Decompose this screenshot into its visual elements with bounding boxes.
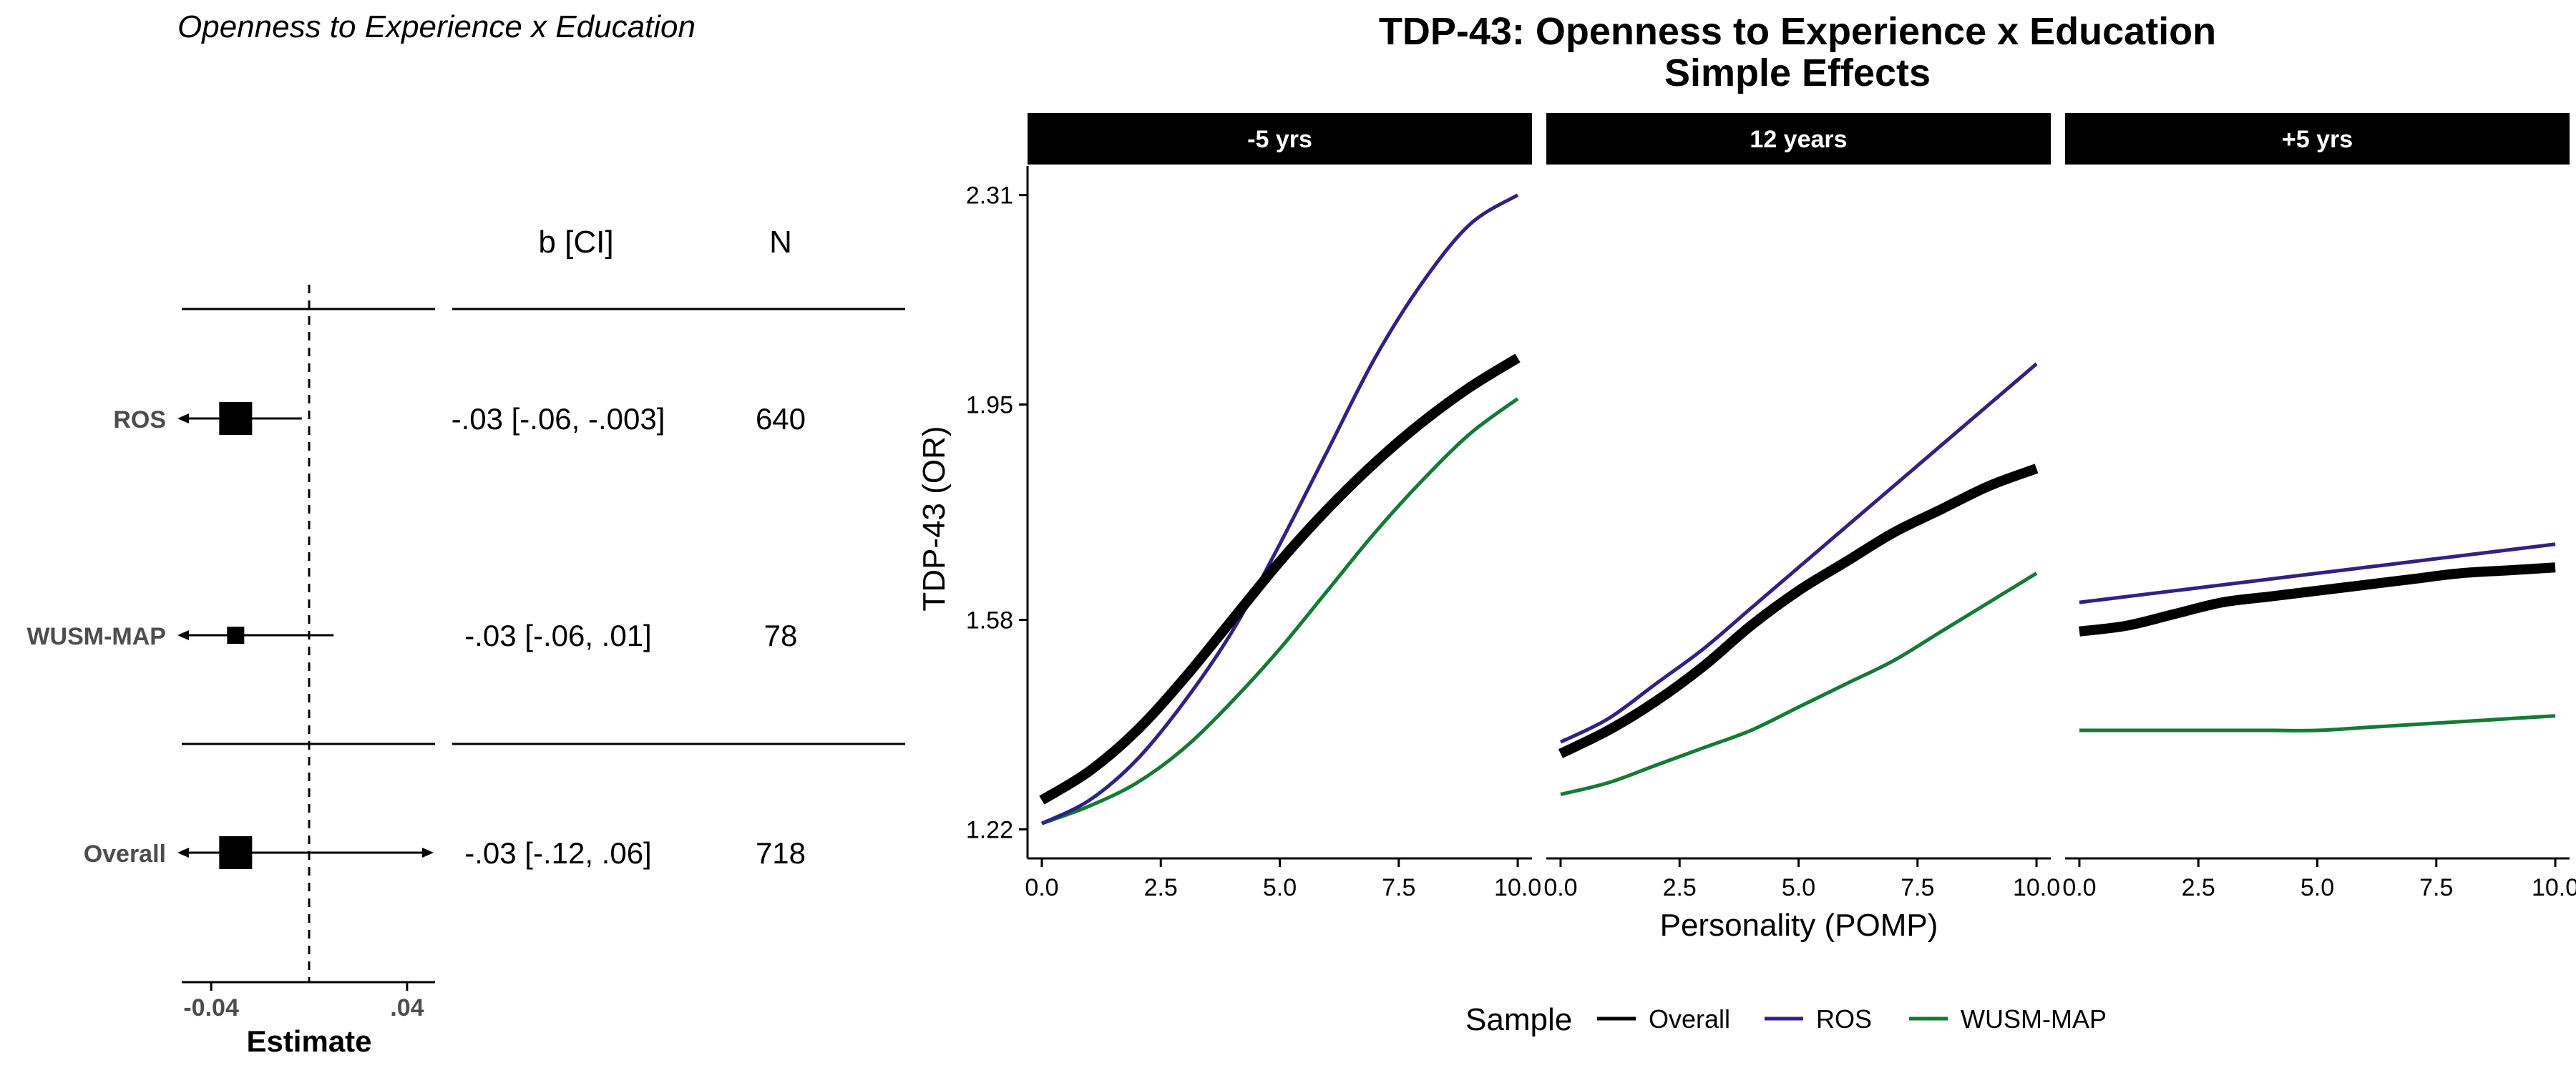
x-tick-label: 0.0 [1025, 874, 1058, 901]
point-estimate-marker [219, 836, 253, 869]
legend-title: Sample [1465, 1002, 1572, 1037]
forest-title: Openness to Experience x Education [177, 9, 696, 44]
series-line-ros-panel-2 [2079, 542, 2556, 604]
x-tick-label: 0.0 [2062, 874, 2096, 901]
facet-strip-1 [1546, 113, 2051, 165]
forest-rows: -0.04 .04 ROS -.03 [-.06, -.003] 640 WUSM-MAP… [26, 285, 905, 1021]
forest-row-n: 718 [756, 836, 806, 870]
legend: Sample Overall ROS WUSM-MAP [1465, 1002, 2107, 1037]
point-estimate-marker [219, 402, 253, 435]
x-tick-label: 7.5 [2419, 874, 2453, 901]
y-tick-label: 1.95 [966, 392, 1013, 419]
legend-label: ROS [1816, 1004, 1872, 1034]
forest-x-tick-label: .04 [390, 994, 424, 1021]
ci-left-arrow-icon [177, 413, 189, 423]
chart-subtitle: Simple Effects [1664, 52, 1931, 94]
x-tick-label: 7.5 [1382, 874, 1415, 901]
y-tick-label: 1.22 [966, 816, 1013, 843]
forest-row-ci-text: -.03 [-.06, -.003] [452, 402, 665, 436]
facet-strip-0 [1028, 113, 1532, 165]
forest-row-n: 640 [756, 402, 806, 436]
series-line-ros-panel-1 [1559, 362, 2038, 744]
forest-row-label: Overall [84, 841, 166, 868]
x-tick-label: 10.0 [2013, 874, 2060, 901]
facet-strip-label: -5 yrs [1247, 126, 1312, 153]
forest-x-tick-label: -0.04 [183, 994, 239, 1021]
series-line-wusm-map-panel-0 [1041, 397, 1519, 825]
forest-row-ci-text: -.03 [-.06, .01] [464, 619, 651, 652]
ci-left-arrow-icon [177, 848, 189, 858]
forest-row-label: WUSM-MAP [26, 623, 166, 650]
x-tick-label: 5.0 [2301, 874, 2334, 901]
facet-strip-2 [2065, 113, 2570, 165]
y-tick-label: 1.58 [966, 607, 1013, 634]
forest-plot: Openness to Experience x Education b [CI… [26, 9, 905, 1058]
series-line-overall-panel-0 [1039, 353, 1521, 805]
chart-title: TDP-43: Openness to Experience x Educati… [1379, 10, 2216, 53]
ci-right-arrow-icon [422, 848, 434, 858]
forest-row-ci-text: -.03 [-.12, .06] [464, 836, 651, 870]
x-tick-label: 0.0 [1543, 874, 1577, 901]
series-line-wusm-map-panel-2 [2079, 714, 2556, 733]
x-tick-label: 2.5 [1144, 874, 1178, 901]
x-tick-label: 10.0 [2532, 874, 2576, 901]
ci-left-arrow-icon [177, 630, 189, 640]
series-line-overall-panel-2 [2079, 562, 2556, 637]
x-tick-label: 7.5 [1901, 874, 1934, 901]
forest-x-axis-label: Estimate [246, 1024, 371, 1058]
series-line-wusm-map-panel-1 [1560, 572, 2038, 796]
facet-strip-label: 12 years [1750, 126, 1847, 153]
series-line-overall-panel-1 [1558, 464, 2039, 758]
simple-effects-chart: TDP-43: Openness to Experience x Educati… [917, 10, 2576, 1037]
x-tick-label: 5.0 [1782, 874, 1815, 901]
point-estimate-marker [227, 627, 245, 644]
forest-row-n: 78 [764, 619, 798, 652]
x-axis-title: Personality (POMP) [1660, 908, 1938, 943]
legend-label: WUSM-MAP [1961, 1004, 2107, 1034]
facet-strip-label: +5 yrs [2282, 126, 2353, 153]
y-tick-label: 2.31 [966, 182, 1013, 210]
column-header-b-ci: b [CI] [538, 225, 613, 260]
forest-row-label: ROS [113, 406, 166, 433]
x-tick-label: 2.5 [2182, 874, 2215, 901]
series-line-ros-panel-0 [1040, 193, 1519, 825]
column-header-n: N [769, 225, 792, 260]
x-tick-label: 10.0 [1494, 874, 1541, 901]
legend-label: Overall [1649, 1004, 1730, 1034]
x-tick-label: 2.5 [1663, 874, 1697, 901]
facet-panels: 1.22 1.58 1.95 2.31 -5 yrs 0.0 2.5 5.0 7.5 10.0 12… [966, 113, 2576, 901]
legend-items: Overall ROS WUSM-MAP [1597, 1004, 2107, 1034]
x-tick-label: 5.0 [1263, 874, 1297, 901]
y-axis-title: TDP-43 (OR) [917, 426, 952, 611]
